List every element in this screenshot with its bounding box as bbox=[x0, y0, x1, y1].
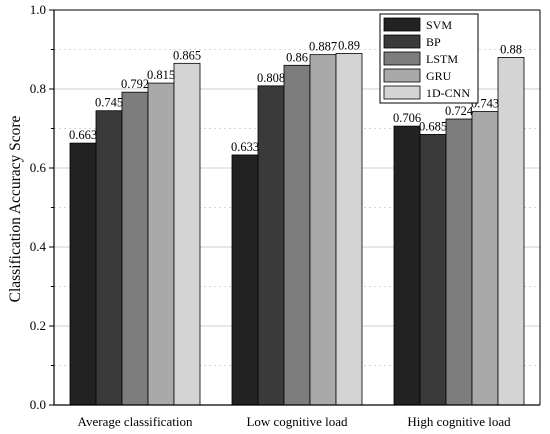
bar-lstm-2 bbox=[283, 64, 311, 406]
y-tick-label: 0.0 bbox=[30, 397, 46, 412]
y-tick-label: 0.4 bbox=[30, 239, 47, 254]
y-axis-title: Classification Accuracy Score bbox=[7, 115, 24, 302]
bar-bp-2 bbox=[257, 85, 285, 406]
data-label: 0.724 bbox=[445, 104, 474, 118]
data-label: 0.706 bbox=[393, 111, 421, 125]
bar-gru-2 bbox=[309, 54, 337, 406]
bar-1d-cnn-2 bbox=[335, 53, 363, 406]
legend-swatch-bp bbox=[383, 34, 421, 49]
legend-swatch-gru bbox=[383, 68, 421, 83]
data-label: 0.663 bbox=[69, 128, 97, 142]
legend-swatch-lstm bbox=[383, 51, 421, 66]
data-label: 0.88 bbox=[500, 42, 522, 56]
bar-svm-1 bbox=[69, 142, 97, 406]
bar-1d-cnn-1 bbox=[173, 62, 201, 406]
data-label: 0.887 bbox=[309, 40, 337, 54]
legend-label: 1D-CNN bbox=[426, 86, 470, 100]
x-category-label: High cognitive load bbox=[407, 414, 511, 429]
y-tick-label: 0.6 bbox=[30, 160, 47, 175]
data-label: 0.865 bbox=[173, 48, 201, 62]
legend-label: SVM bbox=[426, 18, 452, 32]
legend-label: GRU bbox=[426, 69, 452, 83]
y-tick-label: 0.8 bbox=[30, 81, 46, 96]
data-label: 0.633 bbox=[231, 140, 259, 154]
legend: SVM BP LSTM GRU 1D-CNN bbox=[379, 13, 479, 104]
y-tick-label: 1.0 bbox=[30, 2, 46, 17]
bar-svm-2 bbox=[231, 154, 259, 406]
bar-1d-cnn-3 bbox=[497, 57, 525, 406]
bar-lstm-1 bbox=[121, 91, 149, 406]
axes: 0.0 0.2 0.4 0.6 0.8 1.0 Average classification… bbox=[30, 2, 541, 429]
data-label: 0.792 bbox=[121, 77, 149, 91]
bar-gru-3 bbox=[471, 111, 499, 406]
legend-swatch-svm bbox=[383, 17, 421, 32]
bar-bp-3 bbox=[419, 134, 447, 406]
y-tick-label: 0.2 bbox=[30, 318, 46, 333]
legend-swatch-1d-cnn bbox=[383, 85, 421, 100]
legend-label: LSTM bbox=[426, 52, 458, 66]
bar-lstm-3 bbox=[445, 118, 473, 406]
data-label: 0.86 bbox=[286, 50, 308, 64]
data-label: 0.808 bbox=[257, 71, 285, 85]
data-label: 0.89 bbox=[338, 38, 360, 52]
bar-svm-3 bbox=[393, 125, 421, 406]
data-label: 0.815 bbox=[147, 68, 175, 82]
data-label: 0.685 bbox=[419, 119, 447, 133]
x-category-label: Low cognitive load bbox=[246, 414, 348, 429]
x-category-label: Average classification bbox=[78, 414, 193, 429]
bar-gru-1 bbox=[147, 82, 175, 406]
bars bbox=[69, 53, 525, 406]
data-label: 0.745 bbox=[95, 96, 123, 110]
data-labels: 0.6630.7450.7920.8150.8650.6330.8080.860… bbox=[69, 38, 522, 154]
legend-label: BP bbox=[426, 35, 441, 49]
bar-bp-1 bbox=[95, 110, 123, 406]
